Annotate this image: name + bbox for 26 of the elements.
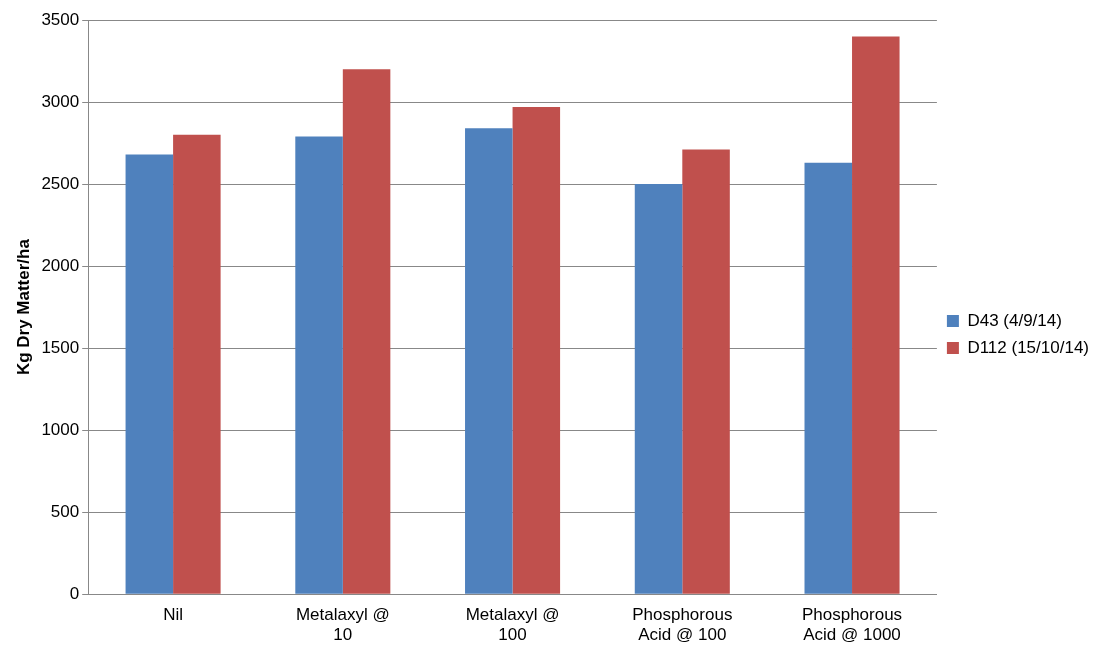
y-tick-label: 3000: [41, 91, 80, 111]
y-tick-label: 3500: [41, 9, 80, 29]
legend-label: D112 (15/10/14): [967, 337, 1090, 357]
y-tick-label: 1500: [41, 337, 80, 357]
bar: [682, 149, 730, 594]
x-tick-label: Phosphorous Acid @ 1000: [801, 605, 903, 645]
bar: [342, 69, 391, 594]
y-tick-label: 500: [50, 501, 80, 521]
bar: [295, 136, 343, 594]
x-tick-label: Metalaxyl @ 100: [465, 605, 560, 645]
bar: [852, 36, 900, 594]
y-tick-label: 0: [69, 583, 80, 603]
y-axis-title: Kg Dry Matter/ha: [13, 238, 33, 376]
x-tick-label: Nil: [163, 605, 184, 625]
y-tick-label: 2000: [41, 255, 80, 275]
y-tick-label: 1000: [41, 419, 80, 439]
y-tick-label: 2500: [41, 173, 80, 193]
x-tick-label: Metalaxyl @ 10: [295, 605, 390, 645]
bar: [173, 134, 221, 594]
bar: [804, 162, 853, 594]
legend-label: D43 (4/9/14): [967, 310, 1062, 330]
bar: [125, 154, 174, 594]
bar: [465, 128, 513, 594]
x-tick-label: Phosphorous Acid @ 100: [632, 605, 733, 645]
bar: [512, 106, 561, 594]
bar: [634, 184, 683, 594]
